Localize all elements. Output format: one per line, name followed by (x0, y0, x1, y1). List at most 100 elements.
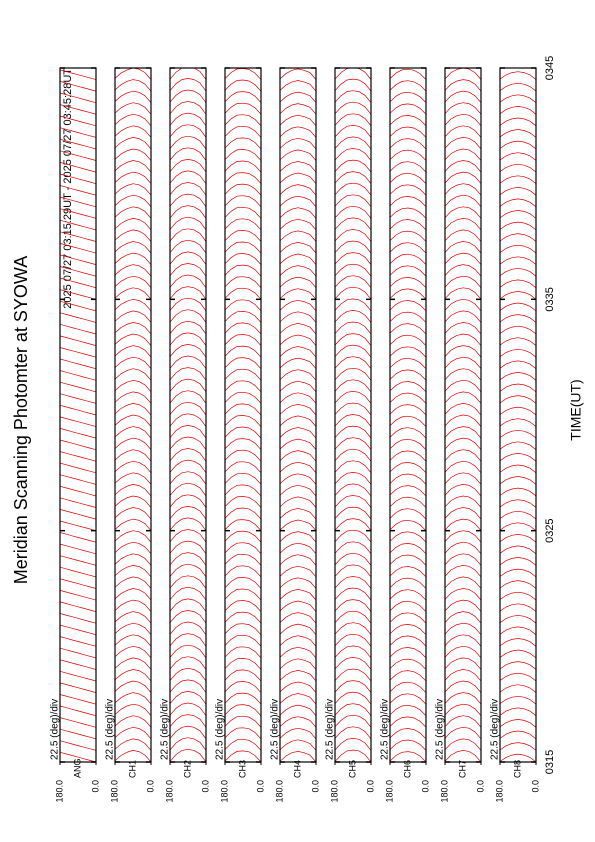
scan-trace (390, 716, 426, 728)
scan-trace (280, 334, 316, 346)
scan-trace (335, 90, 371, 103)
scan-trace (170, 552, 206, 566)
scan-trace (280, 265, 316, 277)
panel-frame (499, 67, 537, 763)
x-tick-label: 0335 (544, 287, 556, 311)
scan-trace (445, 333, 481, 346)
scan-trace (335, 101, 371, 115)
scan-trace (170, 737, 206, 751)
scan-trace (335, 506, 371, 520)
channel-label: CH4 (292, 760, 302, 778)
scan-trace (225, 125, 261, 138)
scan-trace (280, 577, 316, 589)
scan-trace (60, 705, 96, 717)
scan-trace (335, 726, 371, 740)
scan-trace (170, 644, 206, 659)
scan-trace (445, 541, 481, 555)
scan-trace (500, 753, 536, 762)
scan-trace (60, 92, 96, 104)
scan-trace (500, 244, 536, 254)
scan-trace (335, 333, 371, 346)
scan-trace (445, 518, 481, 531)
scan-trace (335, 472, 371, 485)
channel-label: CH3 (237, 760, 247, 778)
traces (390, 68, 426, 762)
scan-trace (500, 719, 536, 728)
scan-trace (115, 715, 151, 728)
scan-trace (115, 599, 151, 612)
scan-trace (390, 635, 426, 647)
scan-trace (500, 499, 536, 508)
scan-trace (225, 727, 261, 740)
scale-label: 22.5 (deg)/div (270, 699, 281, 760)
scan-trace (60, 300, 96, 312)
scan-trace (225, 241, 261, 254)
scan-trace (170, 182, 206, 196)
scan-trace (170, 702, 206, 716)
panel-frame (389, 67, 427, 763)
scan-trace (60, 81, 96, 92)
scan-trace (115, 275, 151, 289)
scan-trace (170, 367, 206, 381)
scan-trace (115, 356, 151, 369)
scan-trace (225, 322, 261, 335)
scan-trace (280, 693, 316, 705)
scan-trace (500, 187, 536, 196)
scan-trace (500, 94, 536, 103)
scan-trace (390, 670, 426, 682)
scan-trace (60, 243, 96, 254)
scan-trace (115, 403, 151, 416)
scan-trace (225, 530, 261, 543)
scan-trace (500, 626, 536, 636)
scan-trace (390, 357, 426, 369)
scan-trace (280, 242, 316, 254)
scan-trace (390, 462, 426, 474)
scan-trace (445, 298, 481, 312)
scan-trace (335, 113, 371, 127)
scan-trace (335, 587, 371, 601)
scan-trace (280, 600, 316, 612)
scan-trace (500, 175, 536, 184)
scan-trace (60, 173, 96, 185)
scan-trace (60, 474, 96, 485)
scan-trace (115, 414, 151, 427)
scan-trace (60, 613, 96, 624)
scan-trace (60, 590, 96, 601)
scan-trace (170, 332, 206, 346)
scan-trace (335, 541, 371, 555)
scan-trace (225, 183, 261, 196)
scan-trace (225, 137, 261, 150)
scan-trace (170, 691, 206, 705)
scan-trace (280, 311, 316, 323)
scan-trace (225, 149, 261, 161)
scan-trace (170, 598, 206, 612)
scan-trace (335, 552, 371, 566)
scan-trace (390, 161, 426, 173)
scan-trace (280, 646, 316, 659)
panel-frame (59, 67, 97, 763)
scan-trace (390, 704, 426, 716)
scan-trace (500, 476, 536, 485)
scan-trace (445, 726, 481, 740)
scan-trace (115, 553, 151, 566)
scan-trace (170, 205, 206, 219)
scan-trace (225, 218, 261, 231)
scan-trace (500, 152, 536, 161)
scan-trace (335, 78, 371, 92)
scan-trace (170, 89, 206, 103)
scan-trace (445, 322, 481, 335)
scan-trace (115, 669, 151, 682)
scan-trace (280, 438, 316, 450)
scan-trace (115, 218, 151, 231)
scan-trace (280, 253, 316, 265)
scan-trace (335, 460, 371, 474)
scan-trace (60, 312, 96, 323)
scan-trace (170, 413, 206, 427)
scan-trace (335, 738, 371, 751)
scan-trace (280, 68, 316, 80)
scan-trace (60, 694, 96, 705)
scan-trace (170, 656, 206, 670)
scan-trace (280, 565, 316, 578)
scan-trace (225, 519, 261, 531)
